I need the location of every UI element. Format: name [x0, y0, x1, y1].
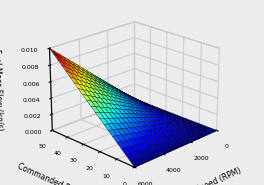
X-axis label: Engine Speed (RPM): Engine Speed (RPM): [168, 167, 243, 185]
Y-axis label: Commanded Fuel (mg/inj): Commanded Fuel (mg/inj): [16, 162, 111, 185]
